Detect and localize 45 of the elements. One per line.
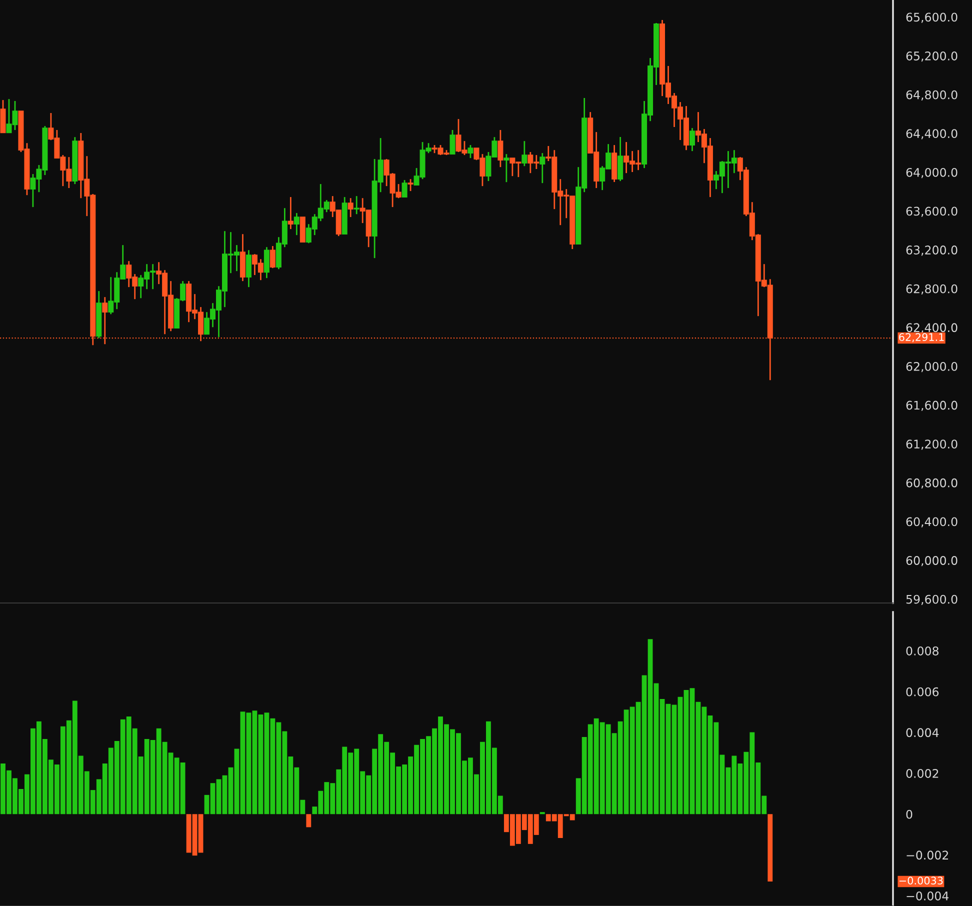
y-tick-label: 0.006	[906, 687, 939, 696]
y-tick-label: 64,000.0	[906, 168, 958, 178]
candlestick	[618, 136, 624, 182]
candlestick	[264, 246, 270, 279]
y-tick-label: 0.008	[906, 646, 938, 656]
candlestick	[354, 195, 360, 215]
candlestick	[498, 129, 504, 168]
y-tick-label: 63,600.0	[906, 206, 958, 217]
y-tick-label: 60,800.0	[906, 478, 958, 489]
candlestick	[348, 197, 354, 218]
y-tick-label: 65,200.0	[906, 52, 958, 62]
y-tick-label: 60,000.0	[906, 556, 958, 566]
candlestick	[294, 212, 300, 236]
candlestick	[450, 129, 456, 155]
y-tick-label: 59,600.0	[906, 594, 958, 605]
y-tick-label: 63,200.0	[906, 246, 958, 256]
candlestick	[468, 144, 474, 159]
y-tick-label: 64,800.0	[906, 90, 958, 100]
y-tick-label: 61,600.0	[906, 400, 958, 411]
candlestick	[540, 152, 546, 184]
y-tick-label: 65,600.0	[906, 12, 958, 23]
y-tick-label: 62,400.0	[906, 323, 958, 334]
y-tick-label: 62,800.0	[906, 284, 958, 294]
candlestick	[246, 249, 252, 288]
y-tick-label: 64,400.0	[906, 129, 958, 140]
candlestick	[408, 178, 414, 192]
y-tick-label: 0	[906, 810, 912, 819]
ref-line-label: 62,291.1	[899, 333, 944, 342]
y-tick-label: −0.004	[906, 892, 949, 900]
candlestick	[402, 179, 408, 198]
bar	[768, 814, 773, 882]
candlestick	[288, 196, 294, 230]
candlestick	[270, 245, 276, 269]
candlestick	[689, 127, 695, 152]
candlestick	[504, 153, 510, 183]
y-tick-label: 61,200.0	[906, 440, 958, 450]
candlestick	[0, 99, 6, 134]
y-tick-label: 60,400.0	[906, 517, 958, 528]
y-tick-label: 0.004	[906, 728, 939, 738]
text: −0.0033	[899, 876, 943, 885]
candlestick	[522, 140, 528, 167]
bar	[306, 814, 312, 828]
y-tick-label: 0.002	[906, 769, 938, 778]
y-tick-label: 62,000.0	[906, 362, 958, 372]
y-tick-label: −0.002	[906, 850, 948, 860]
